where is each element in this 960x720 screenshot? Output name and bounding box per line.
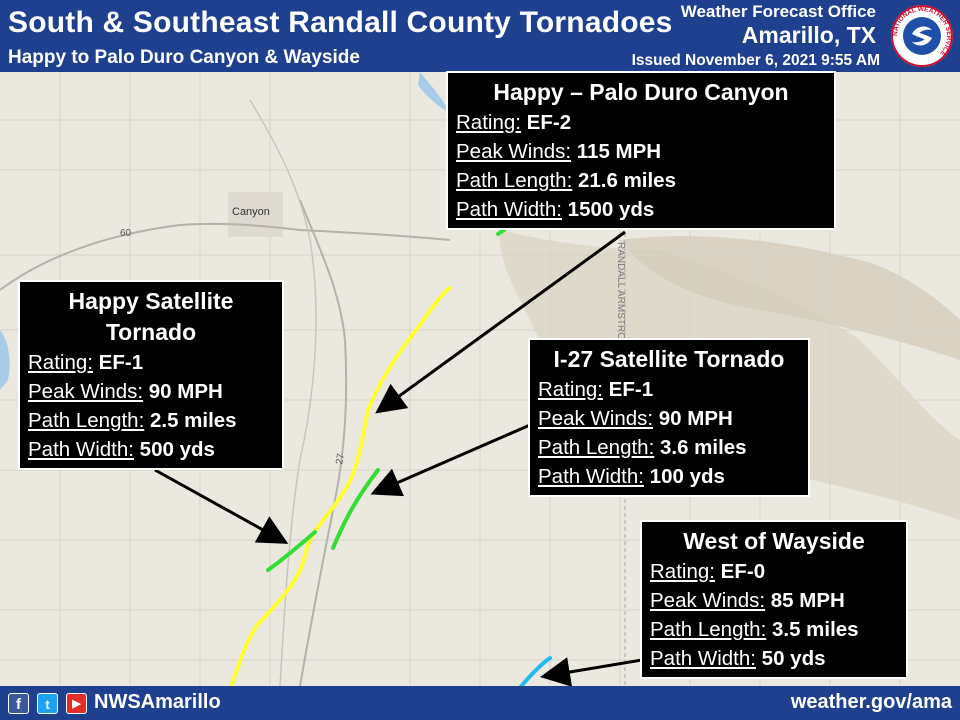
arrow-i27	[370, 423, 531, 497]
highway-27-label: 27	[334, 452, 347, 465]
track-happy-pdc	[228, 286, 452, 692]
rating-row: Rating: EF-2	[456, 108, 826, 137]
rating-value: EF-1	[98, 351, 144, 374]
path-width-value: 1500 yds	[567, 198, 655, 221]
lake-west	[0, 330, 10, 390]
peak-winds-label: Peak Winds:	[650, 589, 766, 612]
info-box-happy-pdc: Happy – Palo Duro Canyon Rating: EF-2 Pe…	[446, 71, 836, 230]
path-width-value: 100 yds	[649, 465, 725, 488]
rating-row: Rating: EF-1	[538, 375, 800, 404]
social-handle: NWSAmarillo	[94, 691, 221, 713]
youtube-icon[interactable]: ▶	[66, 693, 87, 714]
canyon-town	[228, 192, 283, 237]
peak-winds-value: 90 MPH	[148, 380, 223, 403]
track-happy-sat	[266, 530, 317, 572]
path-length-value: 3.5 miles	[771, 618, 859, 641]
peak-winds-value: 90 MPH	[658, 407, 733, 430]
peak-winds-row: Peak Winds: 85 MPH	[650, 586, 898, 615]
path-width-label: Path Width:	[456, 198, 562, 221]
page-subtitle: Happy to Palo Duro Canyon & Wayside	[8, 47, 360, 68]
path-length-value: 2.5 miles	[149, 409, 237, 432]
rating-value: EF-1	[608, 378, 654, 401]
path-width-row: Path Width: 500 yds	[28, 435, 274, 464]
peak-winds-label: Peak Winds:	[28, 380, 144, 403]
highway-27	[299, 199, 348, 687]
peak-winds-value: 85 MPH	[770, 589, 845, 612]
lake	[418, 72, 448, 112]
peak-winds-label: Peak Winds:	[538, 407, 654, 430]
railroad	[249, 99, 317, 687]
rating-label: Rating:	[538, 378, 603, 401]
path-width-row: Path Width: 1500 yds	[456, 195, 826, 224]
path-width-label: Path Width:	[538, 465, 644, 488]
info-box-i27-satellite: I-27 Satellite Tornado Rating: EF-1 Peak…	[528, 338, 810, 497]
peak-winds-label: Peak Winds:	[456, 140, 572, 163]
peak-winds-row: Peak Winds: 90 MPH	[538, 404, 800, 433]
header-banner: South & Southeast Randall County Tornado…	[0, 0, 960, 72]
path-length-label: Path Length:	[456, 169, 573, 192]
box-title: I-27 Satellite Tornado	[553, 346, 785, 372]
rating-row: Rating: EF-1	[28, 348, 274, 377]
footer-banner: f t ▶ NWSAmarillo weather.gov/ama	[0, 686, 960, 720]
office-city: Amarillo, TX	[741, 22, 876, 48]
path-width-row: Path Width: 100 yds	[538, 462, 800, 491]
peak-winds-row: Peak Winds: 115 MPH	[456, 137, 826, 166]
path-length-label: Path Length:	[28, 409, 145, 432]
info-box-west-of-wayside: West of Wayside Rating: EF-0 Peak Winds:…	[640, 520, 908, 679]
canyon-town-label: Canyon	[232, 206, 270, 218]
rating-label: Rating:	[28, 351, 93, 374]
path-length-row: Path Length: 2.5 miles	[28, 406, 274, 435]
rating-label: Rating:	[456, 111, 521, 134]
info-box-happy-satellite: Happy Satellite Tornado Rating: EF-1 Pea…	[18, 280, 284, 470]
website-link[interactable]: weather.gov/ama	[790, 691, 952, 713]
rating-value: EF-0	[720, 560, 766, 583]
path-length-value: 21.6 miles	[577, 169, 676, 192]
path-width-label: Path Width:	[28, 438, 134, 461]
arrow-happy-pdc	[375, 230, 626, 414]
path-width-label: Path Width:	[650, 647, 756, 670]
box-title: Happy – Palo Duro Canyon	[493, 79, 789, 105]
path-width-row: Path Width: 50 yds	[650, 644, 898, 673]
facebook-icon[interactable]: f	[8, 693, 29, 714]
issued-timestamp: Issued November 6, 2021 9:55 AM	[631, 52, 880, 69]
canyon-terrain-2	[620, 236, 960, 360]
peak-winds-value: 115 MPH	[576, 140, 662, 163]
path-length-row: Path Length: 3.6 miles	[538, 433, 800, 462]
highway-60	[0, 222, 451, 291]
nws-logo-icon: NATIONAL WEATHER SERVICE	[891, 5, 953, 67]
path-width-value: 50 yds	[761, 647, 826, 670]
arrow-wayside	[540, 657, 643, 687]
arrow-happy-sat	[154, 468, 289, 544]
path-length-value: 3.6 miles	[659, 436, 747, 459]
county-line-label: RANDALL ARMSTRONG	[615, 242, 626, 355]
box-title: West of Wayside	[683, 528, 865, 554]
rating-value: EF-2	[526, 111, 572, 134]
box-title: Happy Satellite Tornado	[68, 288, 234, 345]
path-length-row: Path Length: 3.5 miles	[650, 615, 898, 644]
twitter-icon[interactable]: t	[37, 693, 58, 714]
highway-60-label: 60	[120, 228, 132, 239]
page-title: South & Southeast Randall County Tornado…	[8, 6, 673, 39]
rating-label: Rating:	[650, 560, 715, 583]
path-length-label: Path Length:	[538, 436, 655, 459]
path-width-value: 500 yds	[139, 438, 215, 461]
office-name: Weather Forecast Office	[680, 2, 876, 21]
path-length-row: Path Length: 21.6 miles	[456, 166, 826, 195]
path-length-label: Path Length:	[650, 618, 767, 641]
rating-row: Rating: EF-0	[650, 557, 898, 586]
peak-winds-row: Peak Winds: 90 MPH	[28, 377, 274, 406]
